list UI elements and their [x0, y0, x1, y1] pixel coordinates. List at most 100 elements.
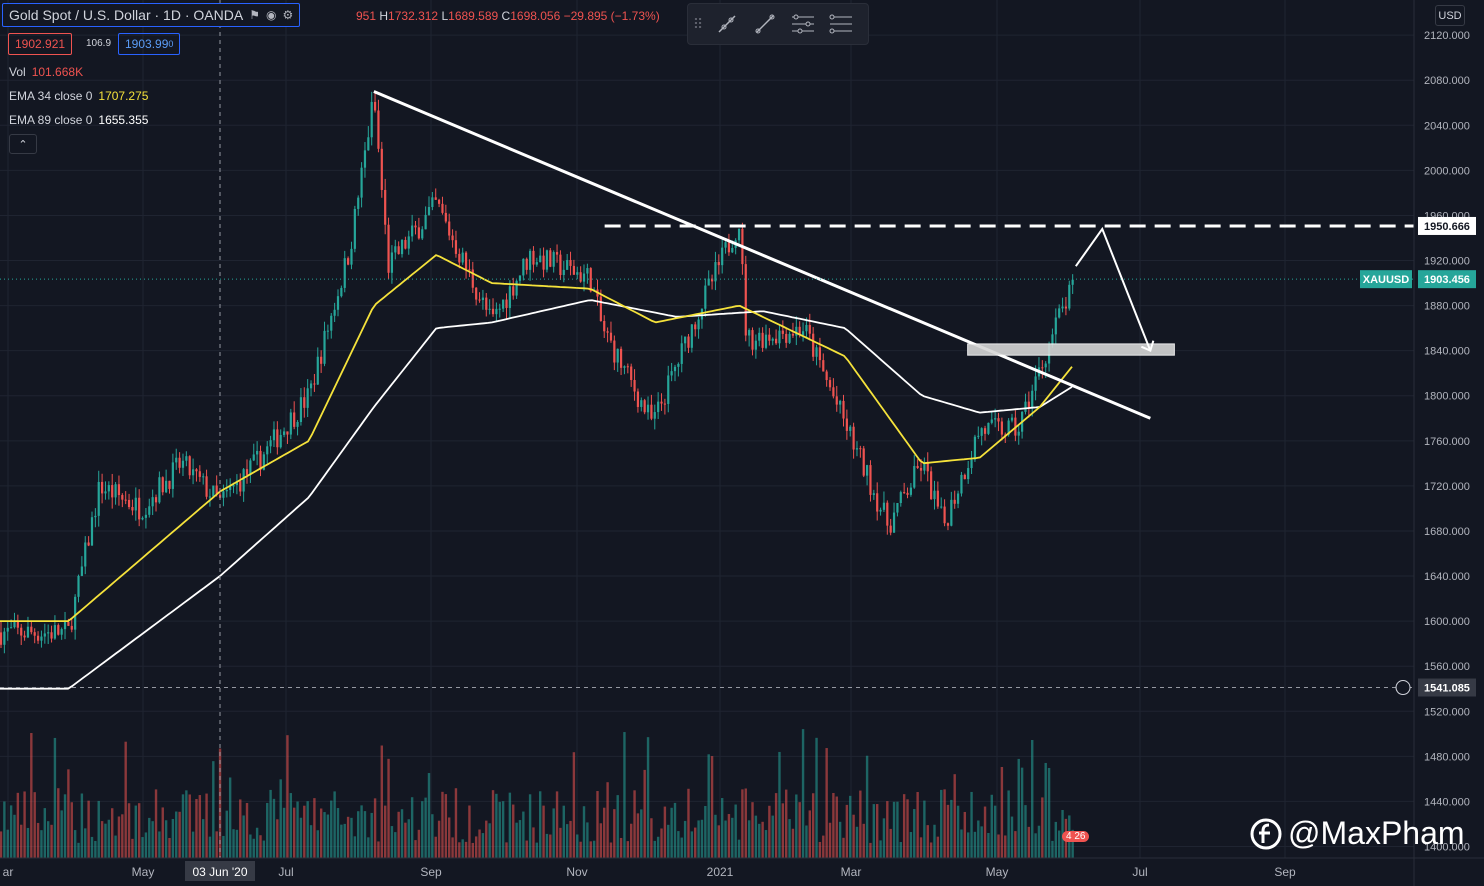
candle-body [373, 101, 377, 111]
candle-body [630, 366, 633, 381]
volume-bar [427, 773, 431, 858]
volume-bar [545, 833, 549, 858]
volume-bar [1000, 766, 1004, 858]
candle-body [721, 247, 724, 266]
candle-body [845, 418, 848, 431]
volume-bar [107, 819, 111, 858]
candle-body [906, 492, 909, 495]
legend-volume[interactable]: Vol 101.668K [9, 65, 83, 79]
volume-bar [980, 826, 983, 858]
ask-button[interactable]: 1903.99 0 [118, 33, 181, 55]
candle-body [434, 197, 437, 200]
candle-body [404, 239, 407, 249]
collapse-legend-button[interactable]: ⌃ [9, 134, 37, 154]
volume-bar [87, 800, 90, 858]
candle-body [572, 265, 575, 275]
candle-body [367, 137, 370, 151]
volume-bar [788, 819, 791, 858]
candle-body [818, 347, 822, 361]
author-watermark: @MaxPham [1250, 815, 1465, 852]
volume-bar [431, 814, 434, 858]
candle-body [63, 621, 67, 630]
news-badge[interactable]: 4 26 [1062, 831, 1090, 842]
candle-body [825, 371, 828, 381]
candle-body [994, 418, 997, 420]
volume-bar [532, 827, 535, 858]
volume-bar [845, 804, 849, 858]
candle-body [380, 148, 383, 190]
symbol-title[interactable]: Gold Spot / U.S. Dollar · 1D · OANDA ⚑ ◉… [2, 3, 301, 27]
candle-body [165, 480, 168, 493]
drawing-toolbar[interactable]: ⠿ [687, 3, 869, 45]
volume-bar [67, 769, 70, 858]
volume-bar [613, 809, 616, 858]
volume-bar [30, 733, 33, 858]
candle-body [397, 246, 400, 255]
eye-icon[interactable]: ◉ [265, 8, 277, 22]
price-tick-label: 1840.000 [1424, 346, 1470, 358]
volume-bar [913, 809, 916, 858]
bid-button[interactable]: 1902.921 [8, 33, 73, 55]
volume-bar [973, 831, 977, 858]
volume-bar [141, 837, 144, 858]
volume-bar [579, 841, 582, 858]
candle-body [451, 235, 454, 241]
trend-line-tool-button[interactable] [708, 5, 746, 43]
volume-bar [181, 794, 185, 858]
candle-body [134, 497, 137, 511]
volume-bar [619, 837, 623, 858]
volume-bar [501, 801, 505, 858]
candle-body [673, 366, 677, 372]
volume-bar [852, 814, 855, 858]
volume-bar [1031, 739, 1034, 858]
volume-bar [707, 754, 710, 858]
legend-ema89[interactable]: EMA 89 close 0 1655.355 [9, 113, 148, 127]
volume-bar [9, 805, 13, 858]
price-axis[interactable]: 2120.0002080.0002040.0002000.0001960.000… [1360, 0, 1476, 886]
candle-body [252, 454, 255, 461]
volume-bar [660, 828, 663, 858]
volume-bar [1047, 767, 1051, 858]
candle-body [53, 625, 57, 639]
volume-bar [710, 756, 714, 858]
candle-body [141, 517, 144, 520]
channel-tool-button[interactable] [784, 5, 822, 43]
volume-bar [154, 789, 158, 858]
candle-body [791, 333, 795, 336]
candle-body [684, 336, 687, 344]
volume-bar [458, 842, 461, 858]
candle-body [411, 225, 414, 237]
candle-body [279, 434, 282, 448]
volume-bar [953, 774, 956, 858]
candle-body [390, 252, 394, 273]
candle-body [535, 262, 538, 265]
time-axis[interactable]: ar May 03 Jun '20 Jul Sep Nov 2021 Mar May Jul Sep [0, 857, 1484, 881]
volume-bar [646, 737, 650, 858]
resistance-price-tag: 1950.666 [1424, 221, 1470, 233]
volume-bar [441, 791, 444, 858]
volume-bar [872, 804, 876, 858]
price-tick-label: 1680.000 [1424, 526, 1470, 538]
candle-body [1068, 284, 1071, 309]
volume-bar [680, 837, 683, 858]
volume-bar [114, 835, 117, 858]
candle-body [528, 250, 532, 270]
pitchfork-tool-button[interactable] [822, 5, 860, 43]
volume-bar [623, 732, 626, 858]
volume-bar [286, 735, 289, 858]
symbol-title-text: Gold Spot / U.S. Dollar · 1D · OANDA [9, 7, 244, 23]
watermark-text: @MaxPham [1288, 815, 1465, 851]
forecast-path [1075, 226, 1152, 352]
volume-bar [656, 836, 660, 858]
candle-body [353, 208, 356, 249]
gear-icon[interactable]: ⚙ [282, 8, 294, 22]
line-tool-button[interactable] [746, 5, 784, 43]
currency-button[interactable]: USD [1435, 5, 1465, 26]
candle-body [114, 484, 117, 498]
candle-body [40, 636, 43, 641]
drag-handle-icon[interactable]: ⠿ [692, 15, 704, 32]
flag-icon[interactable]: ⚑ [249, 8, 260, 22]
legend-ema34[interactable]: EMA 34 close 0 1707.275 [9, 89, 148, 103]
candle-body [347, 258, 350, 265]
